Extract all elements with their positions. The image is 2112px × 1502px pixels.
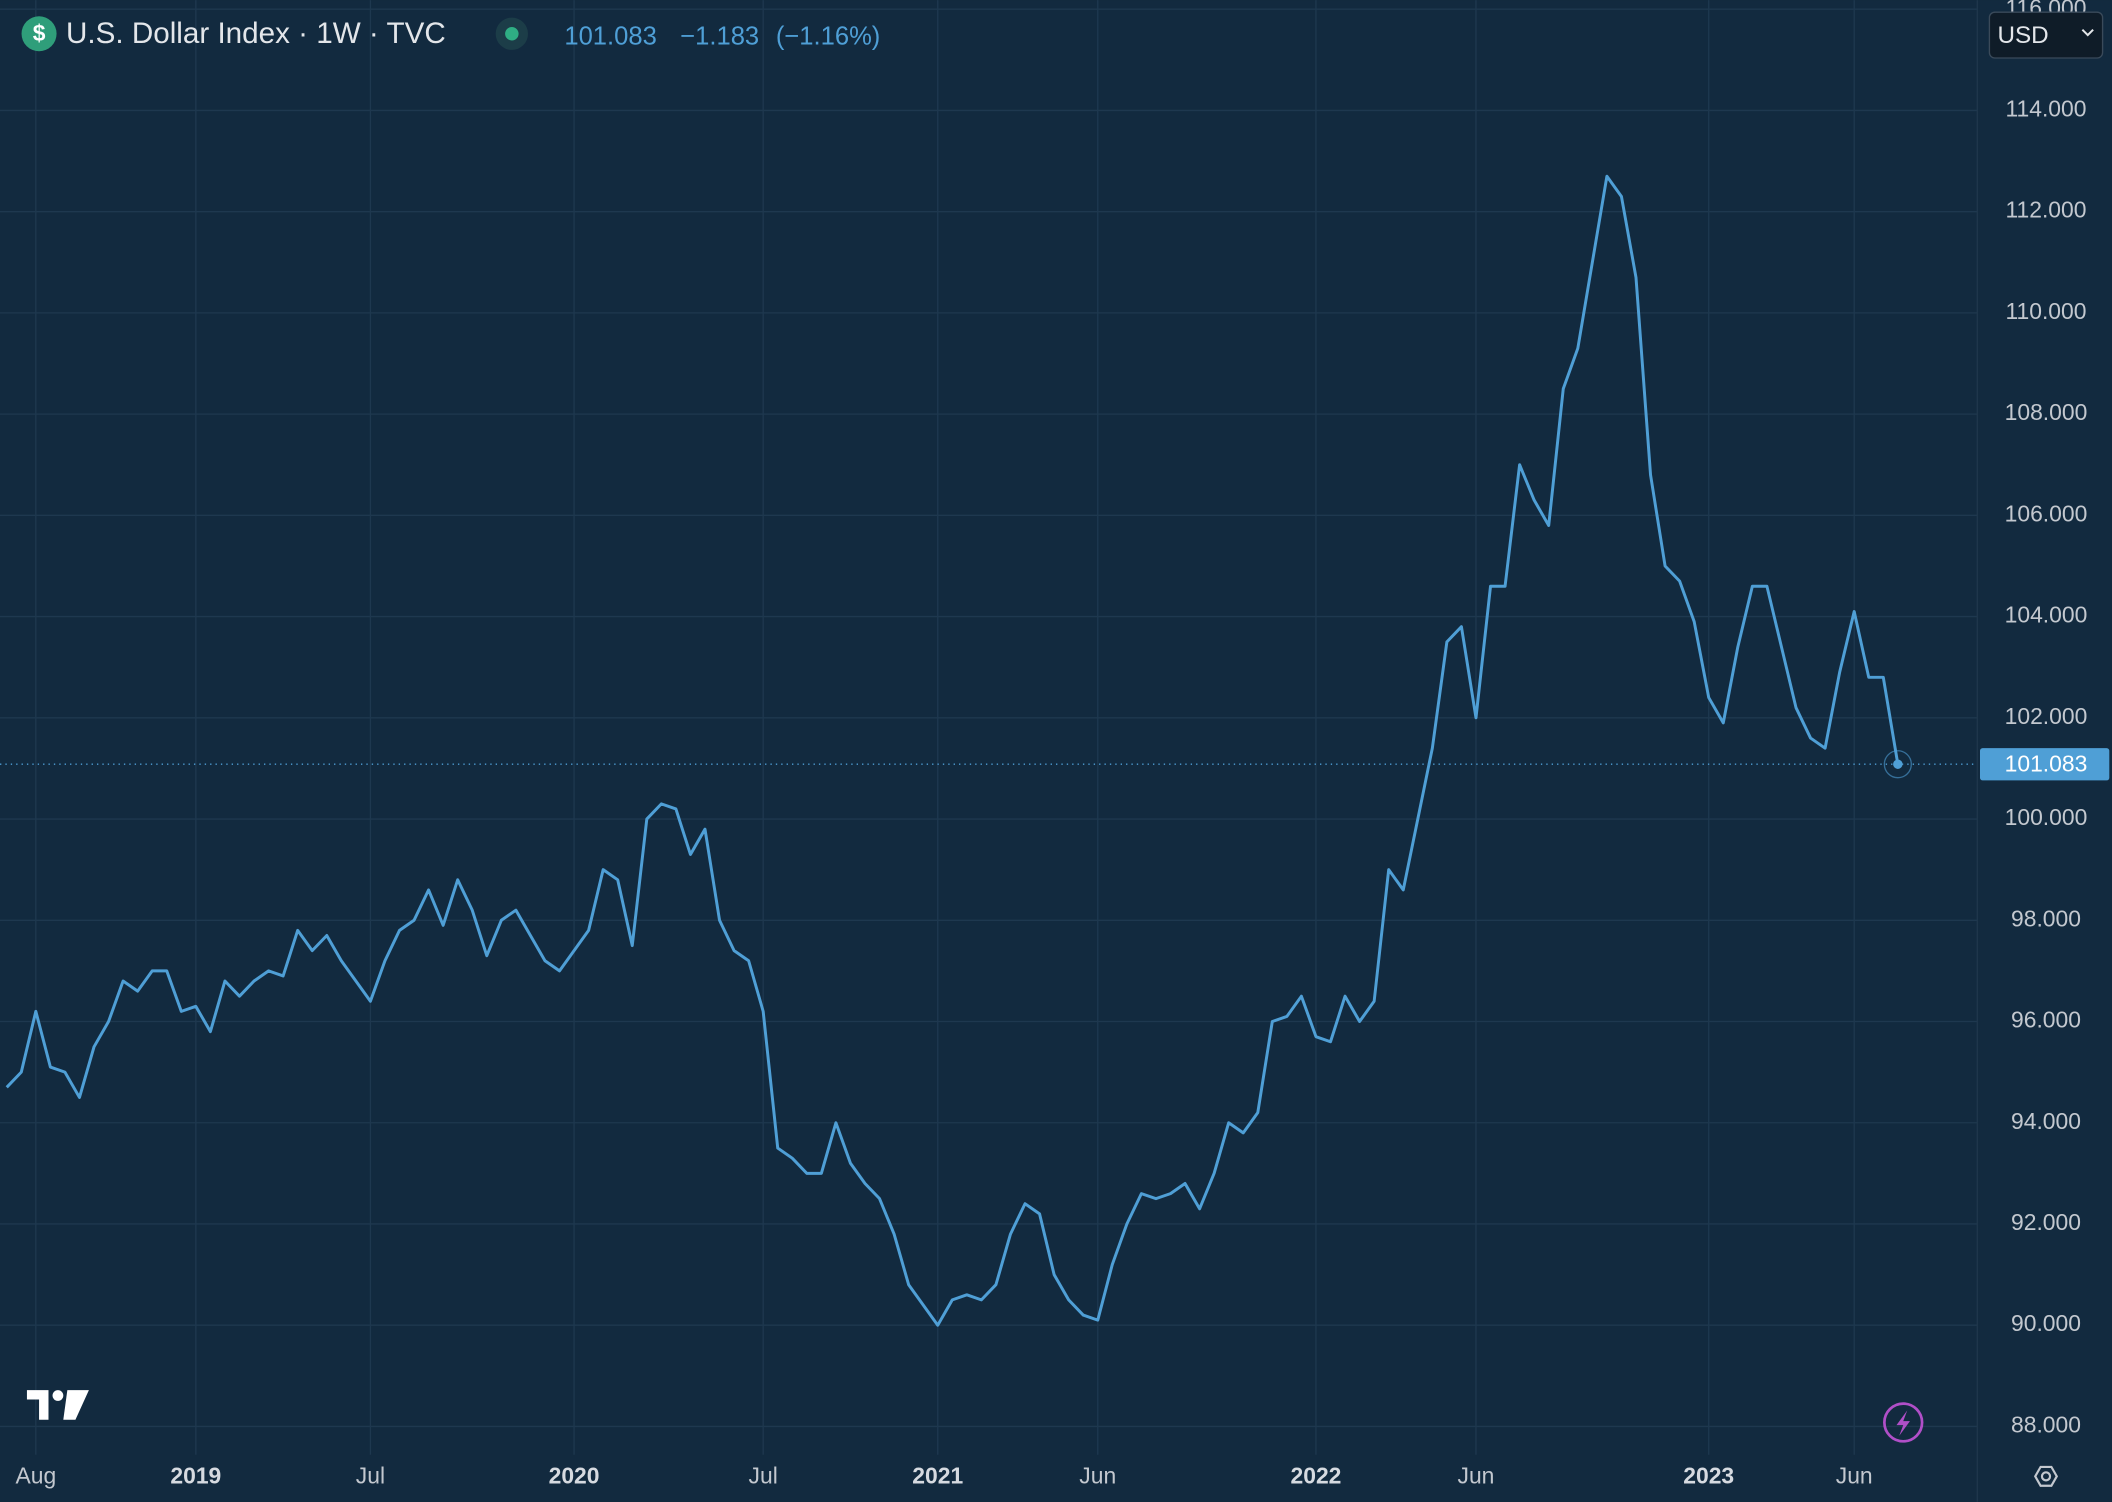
x-tick-label: 2019 (170, 1463, 221, 1489)
y-tick-label: 114.000 (2005, 95, 2086, 121)
currency-button[interactable] (1988, 11, 2104, 59)
y-tick-label: 92.000 (2011, 1209, 2081, 1235)
alert-icon-bolt[interactable] (1896, 1410, 1910, 1436)
change: −1.183 (680, 23, 759, 51)
y-tick-label: 112.000 (2005, 197, 2086, 223)
x-tick-label: 2023 (1683, 1463, 1734, 1489)
last-price-label: 101.083 (2005, 751, 2088, 777)
change-percent: (−1.16%) (776, 23, 881, 51)
symbol-icon (21, 16, 57, 52)
x-tick-label: Jun (1458, 1463, 1495, 1489)
currency-caret[interactable] (2081, 28, 2094, 37)
settings-icon[interactable] (2033, 1465, 2059, 1487)
axes: 88.000 90.000 92.000 94.000 96.000 98.000 100.… (15, 0, 2110, 1502)
price: 101.083 (564, 23, 656, 51)
x-tick-label: 2021 (912, 1463, 963, 1489)
alert-icon[interactable] (1883, 1402, 1924, 1443)
y-tick-label: 90.000 (2011, 1310, 2081, 1336)
plot (0, 174, 1978, 1327)
chart-title[interactable]: U.S. Dollar Index · 1W · TVC (66, 17, 446, 50)
y-tick-label: 98.000 (2011, 905, 2081, 931)
y-tick-label: 100.000 (2005, 804, 2088, 830)
x-tick-label: Aug (15, 1463, 56, 1489)
y-tick-label: 96.000 (2011, 1007, 2081, 1033)
y-tick-label: 94.000 (2011, 1108, 2081, 1134)
last-point (1893, 759, 1903, 769)
symbol-icon-text: $ (33, 20, 46, 46)
last-price-badge (1980, 748, 2110, 781)
y-tick-label: 106.000 (2005, 500, 2088, 526)
price-line (5, 174, 1900, 1327)
y-tick-label: 110.000 (2005, 298, 2086, 324)
logo (26, 1390, 89, 1420)
x-tick-label: Jul (749, 1463, 778, 1489)
x-tick-label: Jun (1836, 1463, 1873, 1489)
y-tick-label: 104.000 (2005, 602, 2088, 628)
y-tick-label: 88.000 (2011, 1411, 2081, 1437)
x-tick-label: Jul (356, 1463, 385, 1489)
x-tick-label: Jun (1079, 1463, 1116, 1489)
currency-label[interactable]: USD (1998, 22, 2049, 49)
x-tick-label: 2022 (1291, 1463, 1342, 1489)
status-dot (505, 27, 519, 41)
grid (0, 0, 1978, 1455)
y-tick-label: 102.000 (2005, 703, 2088, 729)
last-point-halo (1883, 750, 1912, 779)
y-tick-label: 108.000 (2005, 399, 2088, 425)
x-tick-label: 2020 (549, 1463, 600, 1489)
